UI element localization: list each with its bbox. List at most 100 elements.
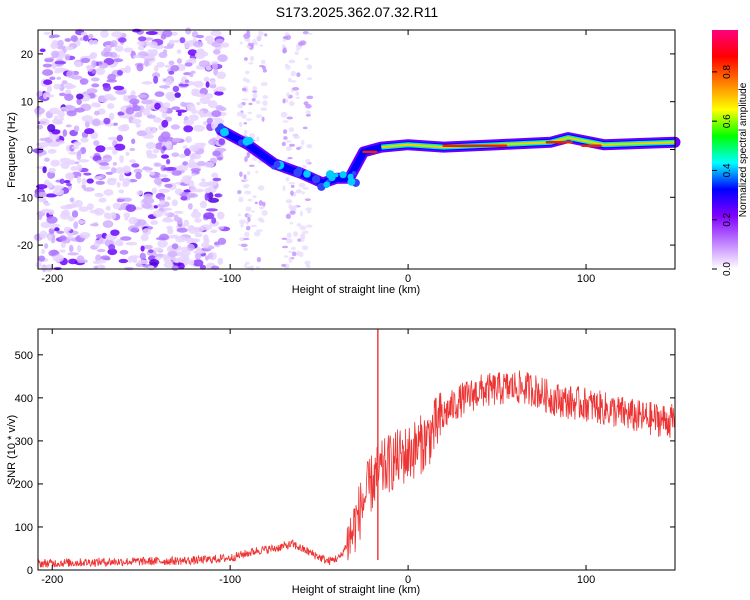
noise-blob	[152, 148, 160, 154]
noise-blob	[210, 30, 222, 37]
noise-blob	[84, 120, 90, 128]
noise-blob	[53, 83, 62, 90]
noise-blob	[71, 146, 79, 149]
noise-blob	[162, 102, 171, 108]
noise-blob	[76, 244, 82, 253]
noise-blob	[107, 177, 117, 181]
noise-blob	[44, 264, 53, 273]
noise-blob	[186, 243, 195, 252]
noise-blob	[146, 153, 158, 159]
noise-blob	[163, 261, 174, 268]
noise-blob	[153, 205, 158, 209]
noise-blob	[163, 212, 169, 217]
noise-blob	[258, 31, 262, 34]
noise-blob	[261, 59, 266, 64]
noise-blob	[103, 212, 109, 219]
noise-blob	[137, 94, 148, 98]
noise-blob	[141, 99, 153, 105]
noise-blob	[108, 244, 116, 251]
noise-blob	[59, 178, 65, 185]
noise-blob	[215, 86, 227, 92]
noise-blob	[161, 154, 169, 159]
noise-blob	[59, 235, 67, 242]
noise-blob	[304, 260, 311, 265]
noise-blob	[299, 210, 303, 217]
noise-blob	[59, 92, 66, 97]
noise-blob	[189, 73, 194, 78]
noise-blob	[90, 223, 99, 227]
noise-blob	[73, 141, 82, 147]
noise-blob	[95, 234, 104, 239]
noise-blob	[39, 48, 46, 53]
noise-blob	[95, 67, 106, 76]
noise-blob	[51, 39, 59, 48]
colorbar-label: Normalized spectral amplitude	[738, 82, 749, 217]
noise-blob	[292, 87, 300, 91]
noise-blob	[117, 70, 123, 76]
noise-blob	[257, 185, 265, 191]
noise-blob	[295, 96, 301, 100]
noise-blob	[45, 193, 58, 198]
noise-blob	[50, 226, 55, 230]
noise-blob	[69, 197, 75, 203]
noise-blob	[285, 176, 290, 182]
noise-blob	[129, 159, 137, 163]
noise-blob	[300, 238, 305, 242]
noise-blob	[91, 60, 97, 69]
noise-blob	[86, 65, 94, 72]
noise-blob	[69, 244, 74, 253]
noise-blob	[243, 184, 250, 188]
noise-blob	[288, 204, 293, 209]
noise-blob	[219, 106, 227, 112]
noise-blob	[86, 203, 94, 211]
noise-blob	[43, 79, 53, 85]
noise-blob	[246, 29, 250, 36]
noise-blob	[95, 264, 106, 270]
noise-blob	[184, 79, 190, 83]
noise-blob	[254, 42, 258, 46]
noise-blob	[130, 227, 138, 233]
x-tick-label: -200	[41, 273, 63, 285]
noise-blob	[136, 190, 143, 196]
noise-blob	[192, 208, 199, 214]
noise-blob	[107, 248, 118, 256]
noise-blob	[113, 85, 125, 91]
noise-blob	[66, 110, 77, 117]
y-tick-label: -10	[17, 192, 33, 204]
noise-blob	[194, 218, 202, 223]
noise-blob	[117, 37, 127, 43]
noise-blob	[96, 248, 106, 253]
ridge-blob	[334, 173, 339, 178]
noise-blob	[244, 263, 248, 268]
noise-blob	[306, 113, 311, 117]
noise-blob	[306, 144, 313, 149]
noise-blob	[54, 60, 67, 65]
noise-blob	[187, 203, 193, 210]
noise-blob	[212, 150, 221, 157]
noise-blob	[107, 136, 119, 141]
noise-blob	[131, 138, 136, 145]
ridge-blob	[273, 161, 281, 168]
noise-blob	[196, 48, 205, 54]
noise-blob	[252, 92, 258, 99]
noise-blob	[188, 158, 195, 167]
noise-blob	[149, 41, 158, 49]
noise-blob	[103, 189, 114, 196]
noise-blob	[91, 102, 100, 108]
spectrogram-x-label: Height of straight line (km)	[292, 284, 420, 296]
noise-blob	[282, 48, 286, 54]
noise-blob	[140, 245, 145, 252]
noise-blob	[116, 182, 121, 188]
noise-blob	[148, 50, 157, 58]
noise-blob	[189, 153, 202, 160]
noise-blob	[248, 62, 254, 65]
colorbar: 0.0 0.2 0.4 0.6 0.8 Normalized spectral ampl…	[712, 30, 749, 276]
y-tick-label: 300	[15, 436, 33, 448]
noise-blob	[193, 41, 204, 48]
noise-blob	[142, 197, 155, 205]
y-tick-label: -20	[17, 240, 33, 252]
noise-blob	[50, 142, 60, 147]
noise-blob	[47, 124, 56, 132]
noise-blob	[189, 238, 201, 243]
noise-blob	[160, 131, 171, 140]
